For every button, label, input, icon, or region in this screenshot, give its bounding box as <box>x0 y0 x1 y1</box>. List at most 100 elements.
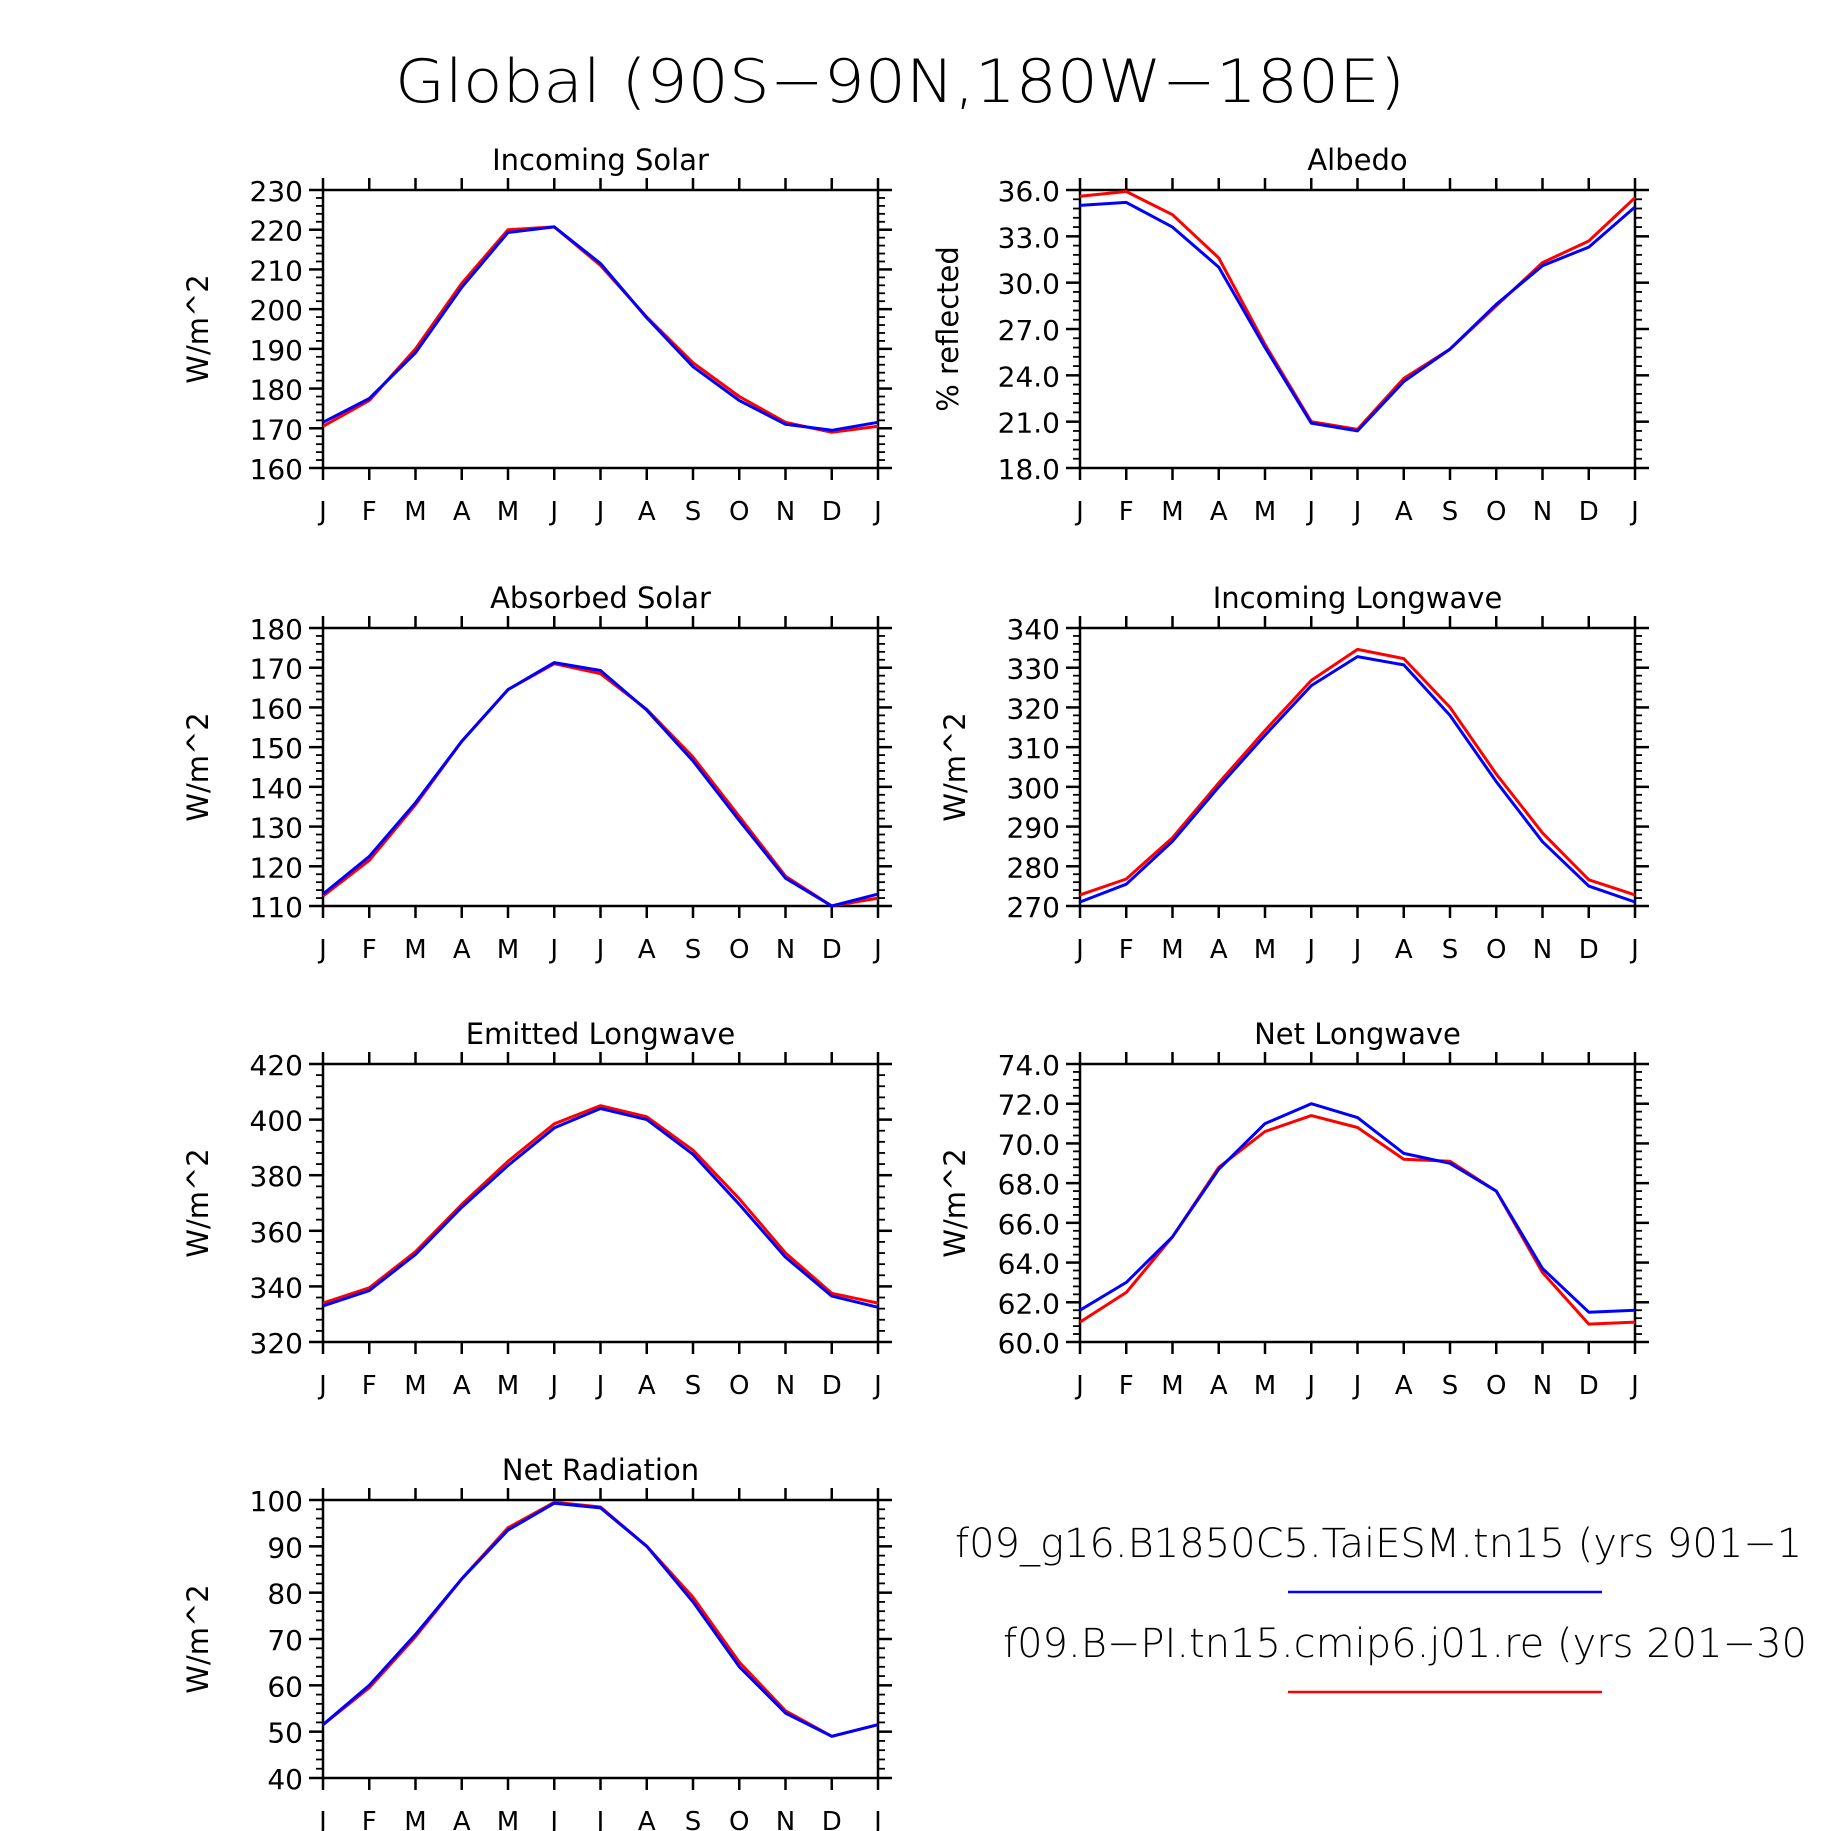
y-tick-label: 340 <box>250 1271 303 1304</box>
x-tick-label: J <box>548 1807 558 1831</box>
y-axis-label: % reflected <box>931 246 965 412</box>
main-title: Global (90S−90N,180W−180E) <box>395 47 1405 117</box>
y-tick-label: 340 <box>1007 613 1060 646</box>
panel-title: Incoming Longwave <box>1213 581 1503 615</box>
x-tick-label: J <box>1074 1371 1084 1401</box>
x-tick-label: J <box>595 497 605 527</box>
x-tick-label: N <box>1533 935 1552 965</box>
x-tick-label: J <box>317 1807 327 1831</box>
y-tick-label: 360 <box>250 1216 303 1249</box>
legend-label-taiesm: f09_g16.B1850C5.TaiESM.tn15 (yrs 901−1 <box>955 1521 1802 1567</box>
y-tick-label: 290 <box>1007 812 1060 845</box>
x-tick-label: D <box>822 1371 842 1401</box>
x-tick-label: A <box>1210 1371 1228 1401</box>
x-tick-label: J <box>1629 1371 1639 1401</box>
panel-incoming-longwave: J F M A M J J A S O N D J270280290300310320330340Inc… <box>938 581 1649 965</box>
x-tick-label: O <box>729 1807 749 1831</box>
y-tick-label: 310 <box>1007 732 1060 765</box>
y-tick-label: 80 <box>267 1578 303 1611</box>
plot-frame <box>1078 626 1637 908</box>
x-tick-label: O <box>729 935 749 965</box>
y-tick-label: 220 <box>250 215 303 248</box>
x-tick-label: S <box>685 1371 702 1401</box>
y-tick-label: 320 <box>250 1327 303 1360</box>
series-line-cmip6 <box>1079 1114 1636 1326</box>
x-tick-label: A <box>453 1807 471 1831</box>
y-tick-label: 60.0 <box>998 1327 1060 1360</box>
series-line-cmip6 <box>1079 647 1636 897</box>
y-tick-label: 70.0 <box>998 1128 1060 1161</box>
y-tick-label: 24.0 <box>998 360 1060 393</box>
x-tick-label: O <box>729 1371 749 1401</box>
x-tick-label: M <box>1254 1371 1276 1401</box>
series-line-taiesm <box>1079 200 1636 433</box>
x-tick-label: J <box>872 1371 882 1401</box>
x-tick-label: S <box>685 497 702 527</box>
x-tick-label: J <box>1352 497 1362 527</box>
x-tick-label: A <box>638 935 656 965</box>
x-tick-label: S <box>685 935 702 965</box>
y-tick-label: 30.0 <box>998 268 1060 301</box>
x-tick-label: M <box>1161 935 1183 965</box>
x-tick-label: N <box>1533 1371 1552 1401</box>
x-tick-label: J <box>548 935 558 965</box>
y-axis-label: W/m^2 <box>181 712 215 821</box>
y-tick-label: 200 <box>250 294 303 327</box>
x-tick-label: S <box>685 1807 702 1831</box>
y-tick-label: 40 <box>267 1763 303 1796</box>
y-tick-label: 320 <box>1007 692 1060 725</box>
x-tick-label: F <box>362 935 377 965</box>
legend: f09_g16.B1850C5.TaiESM.tn15 (yrs 901−1 f… <box>955 1521 1807 1694</box>
x-tick-label: J <box>595 935 605 965</box>
series-line-taiesm <box>322 1501 879 1738</box>
series-line-cmip6 <box>322 1104 879 1305</box>
series-line-taiesm <box>1079 1102 1636 1314</box>
x-tick-label: S <box>1442 1371 1459 1401</box>
x-tick-label: F <box>1119 1371 1134 1401</box>
x-tick-label: O <box>1486 935 1506 965</box>
x-tick-label: N <box>776 1807 795 1831</box>
series-line-taiesm <box>322 661 879 908</box>
x-tick-label: D <box>822 1807 842 1831</box>
panel-title: Emitted Longwave <box>466 1017 736 1051</box>
x-tick-label: A <box>1395 935 1413 965</box>
y-tick-label: 160 <box>250 692 303 725</box>
y-tick-label: 66.0 <box>998 1208 1060 1241</box>
y-tick-label: 33.0 <box>998 221 1060 254</box>
y-tick-label: 420 <box>250 1049 303 1082</box>
plot-frame <box>1078 188 1637 470</box>
x-tick-label: J <box>1305 497 1315 527</box>
x-tick-label: O <box>1486 497 1506 527</box>
series-line-cmip6 <box>322 225 879 434</box>
y-tick-label: 130 <box>250 812 303 845</box>
x-tick-label: A <box>1395 1371 1413 1401</box>
panel-net-radiation: J F M A M J J A S O N D J 40 50 60 70 80 90 100 Net Radiatio… <box>181 1453 892 1831</box>
series-line-cmip6 <box>322 1500 879 1738</box>
x-tick-label: M <box>1161 1371 1183 1401</box>
y-tick-label: 62.0 <box>998 1287 1060 1320</box>
y-tick-label: 74.0 <box>998 1049 1060 1082</box>
x-tick-label: S <box>1442 935 1459 965</box>
x-tick-label: J <box>872 935 882 965</box>
y-tick-label: 230 <box>250 175 303 208</box>
x-tick-label: J <box>317 1371 327 1401</box>
y-tick-label: 21.0 <box>998 407 1060 440</box>
panel-absorbed-solar: J F M A M J J A S O N D J110120130140150160170180Abs… <box>181 581 892 965</box>
x-tick-label: A <box>638 1807 656 1831</box>
x-tick-label: N <box>776 1371 795 1401</box>
y-axis-label: W/m^2 <box>181 274 215 383</box>
y-tick-label: 100 <box>250 1485 303 1518</box>
series-line-taiesm <box>1079 655 1636 904</box>
x-tick-label: J <box>1629 497 1639 527</box>
x-tick-label: A <box>638 497 656 527</box>
x-tick-label: J <box>548 497 558 527</box>
y-tick-label: 50 <box>267 1717 303 1750</box>
y-tick-label: 170 <box>250 413 303 446</box>
panel-title: Albedo <box>1307 143 1407 177</box>
series-line-cmip6 <box>322 662 879 908</box>
x-tick-label: D <box>1579 497 1599 527</box>
x-tick-label: M <box>1254 935 1276 965</box>
x-tick-label: M <box>404 1371 426 1401</box>
x-tick-label: F <box>362 497 377 527</box>
